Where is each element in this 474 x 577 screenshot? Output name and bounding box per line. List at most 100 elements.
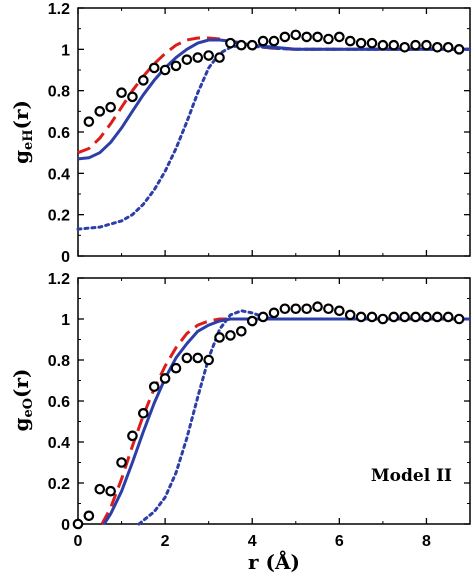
bottom-exp-data-point	[116, 457, 127, 468]
bottom-xtick-label: 2	[161, 533, 170, 550]
top-exp-data-point	[344, 35, 356, 47]
bottom-exp-data-point	[301, 303, 312, 315]
top-exp-data-point	[388, 39, 400, 51]
bottom-exp-data-point	[138, 407, 149, 419]
top-ytick-label: 0.6	[48, 125, 70, 142]
bottom-exp-data-point	[170, 362, 182, 374]
bottom-xtick-label: 4	[248, 533, 257, 550]
top-ytick-label: 1	[61, 42, 70, 59]
bottom-y-axis-label: geO(r)	[9, 368, 36, 431]
bottom-ytick-label: 0.2	[48, 476, 70, 493]
bottom-exp-data-point	[344, 309, 356, 321]
bottom-exp-data-point	[323, 303, 334, 315]
top-exp-data-point	[334, 31, 345, 43]
bottom-y-tick-labels: 0 0.2 0.4 0.6 0.8 1 1.2	[48, 271, 70, 534]
top-series-layer	[76, 29, 472, 231]
bottom-exp-data-point	[334, 305, 345, 317]
bottom-exp-data-point	[72, 518, 84, 530]
top-y-axis-label: geH(r)	[9, 100, 36, 164]
bottom-exp-data-point	[246, 315, 258, 327]
top-exp-data-point	[214, 52, 225, 63]
top-exp-data-point	[453, 44, 465, 55]
bottom-exp-data-point	[355, 311, 367, 323]
bottom-exp-data-point	[366, 311, 378, 323]
top-exp-data-point	[181, 54, 193, 65]
model-annotation: Model II	[371, 466, 452, 486]
top-dotted-curve	[76, 43, 472, 231]
top-ytick-label: 0.4	[48, 166, 70, 183]
x-axis-label: r (Å)	[248, 550, 300, 574]
bottom-ytick-label: 0.8	[48, 353, 70, 370]
bottom-exp-data-point	[105, 485, 116, 497]
top-exp-data-point	[170, 60, 182, 72]
bottom-exp-data-point	[148, 381, 160, 392]
bottom-exp-data-point	[377, 313, 389, 325]
top-exp-data-point	[312, 31, 323, 43]
bottom-dotted-curve	[137, 309, 472, 526]
bottom-exp-data-point	[453, 313, 465, 325]
bottom-exp-data-point	[442, 311, 454, 323]
bottom-exp-data-point	[388, 311, 400, 323]
bottom-exp-data-point	[312, 301, 323, 312]
top-ytick-label: 0	[61, 249, 70, 266]
bottom-xtick-label: 6	[335, 533, 344, 550]
top-exp-data-point	[377, 39, 389, 51]
top-exp-data-point	[268, 35, 280, 47]
top-exp-data-point	[421, 39, 432, 51]
top-exp-data-point	[246, 39, 258, 51]
bottom-exp-data-point	[214, 332, 225, 343]
top-exp-data-point	[442, 41, 454, 53]
top-exp-data-point	[432, 41, 443, 53]
bottom-exp-data-point	[399, 311, 410, 323]
bottom-exp-data-point	[159, 373, 171, 384]
top-exp-data-point	[399, 41, 410, 53]
top-exp-data-point	[192, 52, 204, 63]
top-exp-data-point	[355, 37, 367, 49]
bottom-series-layer	[72, 301, 472, 530]
top-exp-data-point	[290, 29, 302, 41]
top-panel-geh: 0 0.2 0.4 0.6 0.8 1 1.2 geH(r)	[9, 1, 472, 266]
top-ytick-label: 0.8	[48, 84, 70, 101]
top-exp-data-point	[279, 31, 291, 43]
top-exp-data-point	[366, 37, 378, 49]
bottom-ytick-label: 1	[61, 312, 70, 329]
top-exp-data-point	[159, 64, 171, 76]
bottom-ytick-label: 0.6	[48, 394, 70, 411]
top-ytick-label: 1.2	[48, 1, 70, 18]
bottom-exp-data-point	[127, 430, 138, 442]
bottom-exp-data-point	[94, 483, 106, 495]
top-exp-data-point	[94, 106, 106, 117]
bottom-exp-data-point	[203, 354, 214, 366]
bottom-xtick-label: 8	[422, 533, 431, 550]
top-exp-data-point	[323, 33, 334, 45]
top-exp-data-point	[138, 75, 149, 86]
bottom-exp-data-point	[432, 311, 443, 323]
bottom-ytick-label: 0.4	[48, 435, 70, 452]
bottom-exp-data-point	[181, 352, 193, 364]
top-exp-data-point	[127, 91, 138, 103]
bottom-exp-data-point	[421, 311, 432, 323]
bottom-exp-data-point	[290, 303, 302, 315]
bottom-ytick-label: 1.2	[48, 271, 70, 288]
bottom-ytick-label: 0	[61, 517, 70, 534]
bottom-exp-data-point	[279, 303, 291, 315]
top-y-tick-labels: 0 0.2 0.4 0.6 0.8 1 1.2	[48, 1, 70, 266]
top-exp-data-point	[105, 101, 116, 113]
top-exp-data-point	[301, 31, 312, 43]
top-ytick-label: 0.2	[48, 208, 70, 225]
bottom-exp-data-point	[268, 307, 280, 319]
bottom-x-tick-labels: 0 2 4 6 8	[74, 533, 431, 550]
top-exp-data-point	[148, 62, 160, 74]
bottom-xtick-label: 0	[74, 533, 83, 550]
bottom-exp-data-point	[225, 330, 236, 341]
bottom-exp-data-point	[410, 311, 421, 323]
top-exp-data-point	[116, 87, 127, 99]
bottom-exp-data-point	[236, 325, 247, 337]
bottom-solid-curve	[102, 317, 470, 525]
bottom-exp-data-point	[83, 510, 95, 522]
top-exp-data-point	[203, 50, 214, 61]
bottom-exp-data-point	[257, 311, 269, 323]
top-exp-data-point	[225, 37, 236, 49]
